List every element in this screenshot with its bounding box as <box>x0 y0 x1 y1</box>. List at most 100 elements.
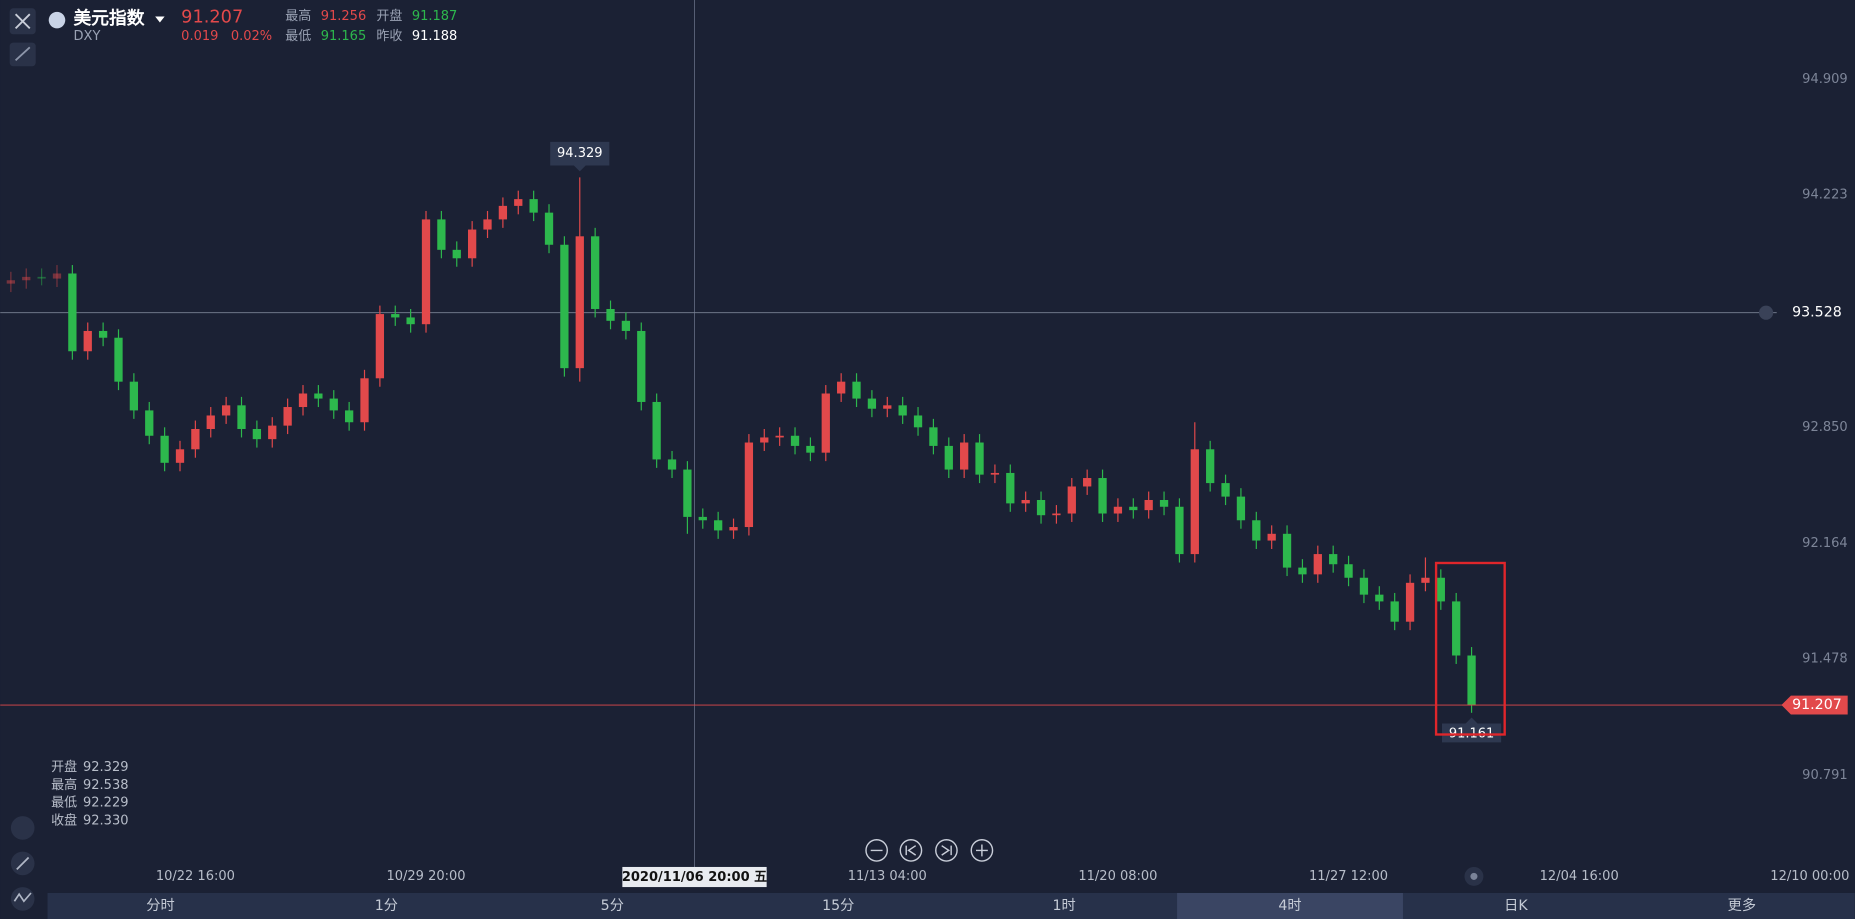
candle-body <box>714 520 723 531</box>
tab-bar <box>47 892 1855 919</box>
control-glyphs <box>870 844 988 857</box>
candle-body <box>1190 449 1199 555</box>
candle-body <box>1236 496 1246 521</box>
candle-body <box>1390 601 1399 622</box>
alert-icon <box>1758 305 1774 320</box>
candle-body <box>314 393 323 399</box>
candle-body <box>1113 506 1123 514</box>
dropdown-icon[interactable] <box>155 16 165 23</box>
candle-body <box>375 314 385 379</box>
candle-body <box>468 229 477 259</box>
zoom-out[interactable] <box>865 839 888 862</box>
y-tick-label: 92.850 <box>1802 420 1847 435</box>
candle-body <box>1282 533 1292 568</box>
stat-value: 91.187 <box>412 9 458 24</box>
stat-label: 最低 <box>285 29 311 44</box>
candle-body <box>1344 564 1353 578</box>
candle-body <box>1036 499 1046 516</box>
zoom-in[interactable] <box>970 839 994 862</box>
candle-body <box>806 445 815 453</box>
indicator-button[interactable] <box>10 816 35 840</box>
candle-body <box>529 199 538 213</box>
stat-value: 91.188 <box>412 29 458 44</box>
ohlc-label: 最高 <box>51 777 77 793</box>
low-marker-box <box>1441 717 1502 743</box>
last-price-label: 91.207 <box>1792 697 1842 713</box>
candle-body <box>483 219 492 230</box>
candle-body <box>360 378 369 423</box>
candle-body <box>1452 601 1461 656</box>
scroll-end[interactable] <box>935 839 958 862</box>
candle-body <box>52 273 62 279</box>
candle-body <box>1329 554 1338 565</box>
candle-body <box>6 280 16 284</box>
zoom-controls <box>865 839 994 862</box>
high-marker-box <box>550 141 610 172</box>
candle-body <box>1083 478 1092 487</box>
draw-icon <box>16 856 30 870</box>
candle-body <box>591 236 600 309</box>
tab-label[interactable]: 4时 <box>1278 898 1301 914</box>
candle-body <box>283 407 292 426</box>
x-tick-label: 11/13 04:00 <box>848 869 927 884</box>
candle-body <box>145 410 154 436</box>
tab-label[interactable]: 分时 <box>146 898 174 914</box>
candle-body <box>1129 506 1138 511</box>
crosshair-label: 2020/11/06 20:00 五 <box>622 870 767 885</box>
candle-body <box>114 337 123 382</box>
candle-body <box>944 445 953 470</box>
candle-body <box>329 398 338 411</box>
candle-body <box>206 415 215 430</box>
candle-body <box>960 442 969 470</box>
flag-icon <box>48 11 66 29</box>
candle-body <box>1175 506 1184 555</box>
candle-body <box>498 205 508 220</box>
candle-body <box>191 429 200 450</box>
candle-body <box>221 405 231 416</box>
highlight-box <box>1434 561 1506 736</box>
candle-body <box>760 437 769 443</box>
candle-body <box>821 393 830 453</box>
candle-body <box>1021 499 1030 504</box>
candle-body <box>98 330 108 338</box>
reset-dot <box>1470 872 1478 880</box>
candle-body <box>514 199 523 206</box>
candle-body <box>237 405 246 430</box>
candle-body <box>867 398 877 409</box>
x-tick-label: 11/27 12:00 <box>1309 869 1388 884</box>
candle-body <box>1159 499 1169 507</box>
candle-body <box>37 276 46 279</box>
candle-body <box>1405 582 1415 622</box>
ohlc-value: 92.329 <box>83 760 128 775</box>
candle-body <box>22 276 31 281</box>
candle-body <box>975 442 984 475</box>
candle-body <box>1052 513 1061 516</box>
tab-label[interactable]: 15分 <box>822 898 854 914</box>
candle-body <box>452 249 461 259</box>
symbol-name[interactable]: 美元指数 <box>74 7 145 29</box>
candle-body <box>883 405 892 409</box>
tab-label[interactable]: 1时 <box>1052 898 1075 914</box>
candle-body <box>1206 449 1215 484</box>
active-tab <box>1177 892 1403 919</box>
tab-label[interactable]: 日K <box>1504 898 1528 914</box>
tab-label[interactable]: 更多 <box>1728 897 1756 914</box>
y-tick-label: 94.909 <box>1802 72 1847 87</box>
y-tick-label: 91.478 <box>1802 652 1847 667</box>
candle-body <box>160 435 169 463</box>
candle-body <box>560 244 569 369</box>
ohlc-label: 收盘 <box>51 812 77 828</box>
candle-body <box>683 469 692 517</box>
candle-body <box>729 527 738 531</box>
candle-body <box>1359 577 1369 595</box>
tab-label[interactable]: 1分 <box>375 898 398 914</box>
scroll-start[interactable] <box>899 839 923 862</box>
candle-body <box>544 212 554 245</box>
candle-body <box>1436 577 1445 602</box>
tab-label[interactable]: 5分 <box>601 898 624 914</box>
candle-body <box>775 435 784 438</box>
tool-icon <box>14 46 31 61</box>
candle-body <box>852 381 861 399</box>
